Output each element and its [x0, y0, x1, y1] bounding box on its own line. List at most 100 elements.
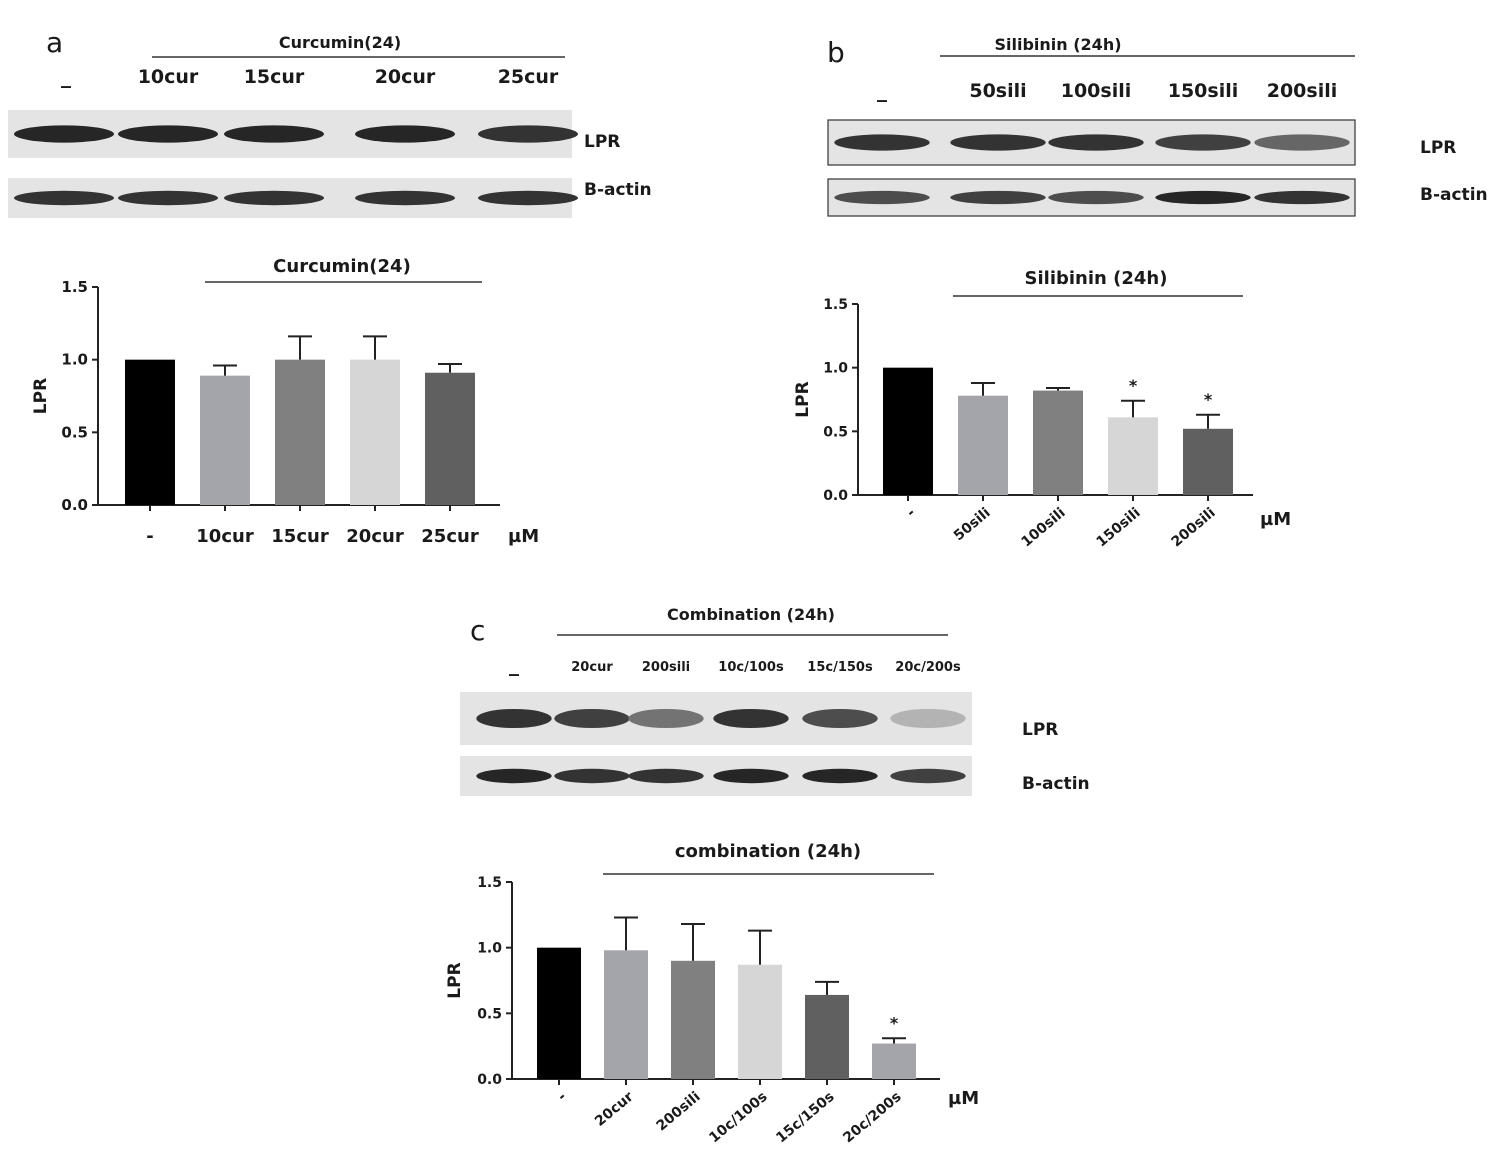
blot-actin-band: [14, 190, 114, 206]
blot-lpr-label: LPR: [584, 132, 620, 152]
blot-lane-label: 20cur: [375, 66, 436, 88]
x-category-label: -: [555, 1089, 570, 1105]
blot-lane-label: 25cur: [498, 66, 559, 88]
blot-actin-band: [890, 768, 966, 784]
blot-lane-label: 200sili: [642, 660, 690, 675]
blot-lane-label: 150sili: [1168, 80, 1239, 102]
bar: [125, 359, 175, 505]
blot-control-label: _: [509, 652, 519, 676]
blot-lane-label: 15c/150s: [807, 660, 873, 675]
y-tick-label: 0.0: [61, 496, 88, 514]
bar: [872, 1043, 916, 1079]
significance-marker: *: [1129, 376, 1138, 395]
bar: [1033, 390, 1083, 495]
y-tick-label: 1.5: [823, 297, 848, 313]
blot-lpr-band: [1155, 134, 1251, 151]
y-tick-label: 0.0: [477, 1072, 502, 1088]
x-category-label: 20c/200s: [840, 1089, 904, 1147]
blot-actin-label: B-actin: [584, 180, 652, 200]
x-category-label: 200sili: [653, 1089, 703, 1135]
y-tick-label: 1.0: [477, 941, 502, 957]
blot-lane-label: 10c/100s: [718, 660, 784, 675]
blot-actin-band: [355, 190, 455, 206]
blot-actin-band: [1254, 190, 1350, 205]
chart-title: combination (24h): [675, 841, 861, 862]
blot-lane-label: 20cur: [571, 660, 613, 675]
blot-lane-label: 200sili: [1267, 80, 1338, 102]
blot-title: Silibinin (24h): [994, 35, 1121, 54]
y-axis-label: LPR: [793, 381, 813, 417]
blot-actin-band: [802, 768, 878, 784]
bar: [1108, 417, 1158, 495]
y-tick-label: 1.5: [61, 278, 88, 296]
panel-c: c Combination (24h)_ 20cur 200sili 10c/100s 1…: [445, 605, 1090, 1146]
blot-lpr-band: [1254, 134, 1350, 151]
bar: [350, 359, 400, 505]
blot-actin-band: [950, 190, 1046, 205]
blot-lpr-band: [478, 125, 578, 143]
blot-control-label: _: [61, 64, 71, 88]
x-category-label: 15c/150s: [773, 1089, 837, 1147]
y-tick-label: 0.5: [61, 423, 88, 441]
blot-actin-band: [118, 190, 218, 206]
blot-lpr-band: [224, 125, 324, 143]
panel-letter: a: [46, 26, 63, 59]
bar: [425, 372, 475, 505]
blot-lane-label: 15cur: [244, 66, 305, 88]
bar: [805, 994, 849, 1079]
blot-lpr-label: LPR: [1420, 138, 1456, 158]
blot-lpr-band: [802, 708, 878, 729]
bar: [275, 359, 325, 505]
blot-actin-band: [628, 768, 704, 784]
x-category-label: 200sili: [1168, 505, 1218, 551]
bar: [738, 964, 782, 1079]
blot-lpr-band: [355, 125, 455, 143]
x-unit-label: µM: [508, 526, 539, 547]
blot-actin-band: [478, 190, 578, 206]
x-category-label: -: [146, 526, 153, 547]
blot-lpr-band: [890, 708, 966, 729]
blot-title: Curcumin(24): [279, 33, 401, 52]
y-tick-label: 1.0: [823, 361, 848, 377]
blot-actin-band: [713, 768, 789, 784]
blot-title: Combination (24h): [667, 605, 835, 624]
blot-actin-band: [224, 190, 324, 206]
blot-actin-band: [1048, 190, 1144, 205]
blot-lpr-band: [834, 134, 930, 151]
x-category-label: 10cur: [196, 526, 254, 547]
x-category-label: 20cur: [592, 1089, 637, 1130]
blot-actin-label: B-actin: [1022, 774, 1090, 794]
x-unit-label: µM: [948, 1088, 979, 1109]
panel-a: a Curcumin(24) _ 10cur 15cur 20cur 25cur LPR B-a…: [8, 26, 652, 547]
blot-lpr-label: LPR: [1022, 720, 1058, 740]
blot-lane-label: 20c/200s: [895, 660, 961, 675]
bar: [958, 395, 1008, 495]
y-tick-label: 1.0: [61, 351, 88, 369]
blot-lpr-band: [554, 708, 630, 729]
x-unit-label: µM: [1260, 509, 1291, 530]
blot-lane-label: 50sili: [969, 80, 1026, 102]
bar: [604, 950, 648, 1079]
x-category-label: 20cur: [346, 526, 404, 547]
bar: [1183, 428, 1233, 495]
panel-letter: b: [827, 36, 845, 69]
blot-actin-band: [554, 768, 630, 784]
significance-marker: *: [890, 1013, 899, 1032]
blot-actin-band: [1155, 190, 1251, 205]
x-category-label: -: [904, 505, 919, 521]
blot-lane-label: 10cur: [138, 66, 199, 88]
chart-title: Silibinin (24h): [1025, 268, 1168, 289]
blot-lpr-band: [1048, 134, 1144, 151]
blot-lpr-band: [14, 125, 114, 143]
y-tick-label: 1.5: [477, 875, 502, 891]
blot-actin-band: [476, 768, 552, 784]
blot-actin-label: B-actin: [1420, 185, 1488, 205]
x-category-label: 150sili: [1093, 505, 1143, 551]
x-category-label: 100sili: [1018, 505, 1068, 551]
y-axis-label: LPR: [445, 962, 465, 998]
x-category-label: 50sili: [951, 505, 994, 544]
bar: [671, 960, 715, 1079]
blot-control-label: _: [877, 78, 887, 102]
blot-lane-label: 100sili: [1061, 80, 1132, 102]
